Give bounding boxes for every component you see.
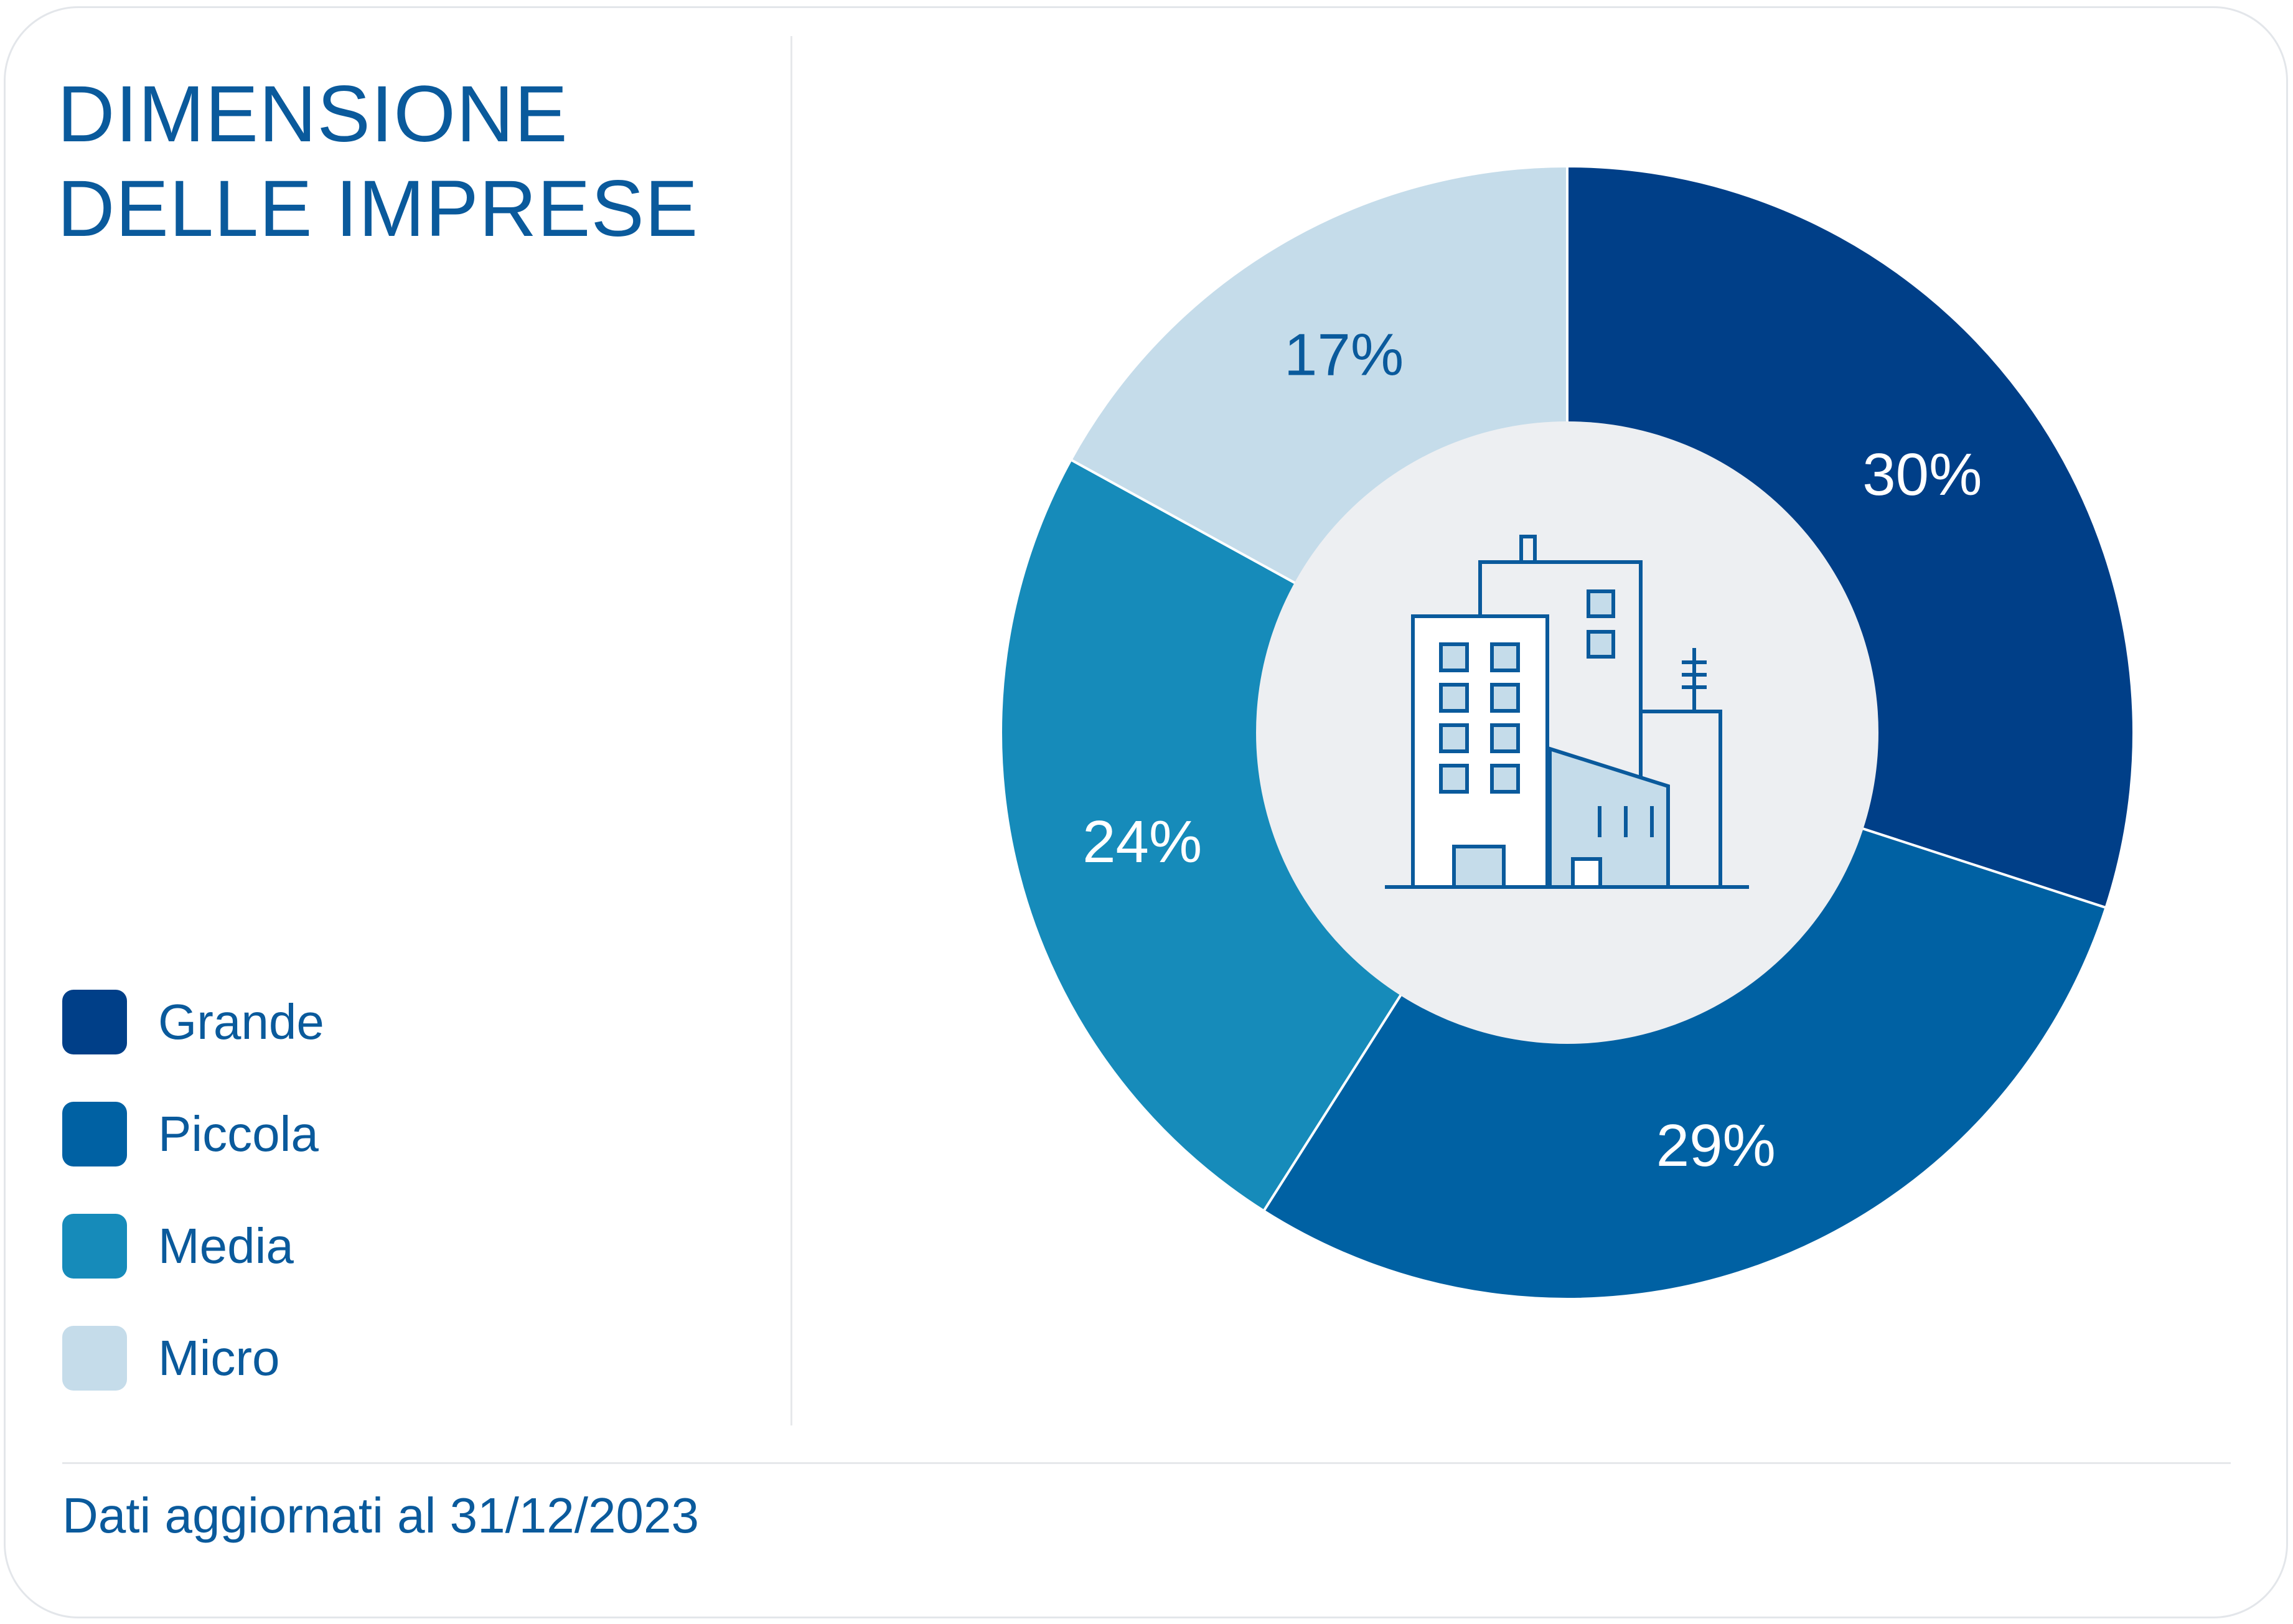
title-line-2: DELLE IMPRESE	[57, 164, 699, 253]
legend-item-micro: Micro	[62, 1326, 324, 1391]
legend-swatch-micro	[62, 1326, 127, 1391]
slice-label-media: 24%	[1082, 809, 1202, 875]
slice-label-micro: 17%	[1284, 322, 1404, 388]
title-line-1: DIMENSIONE	[57, 70, 568, 159]
office-buildings-icon	[1385, 535, 1749, 889]
legend-label-micro: Micro	[158, 1330, 280, 1386]
footer-note: Dati aggiornati al 31/12/2023	[62, 1488, 699, 1543]
legend-swatch-piccola	[62, 1102, 127, 1166]
legend-label-media: Media	[158, 1218, 294, 1274]
slice-labels: 30% 29% 24% 17%	[1082, 322, 1982, 1179]
legend-item-media: Media	[62, 1214, 324, 1279]
slice-label-piccola: 29%	[1656, 1112, 1776, 1179]
legend-item-piccola: Piccola	[62, 1102, 324, 1166]
legend: Grande Piccola Media Micro	[62, 990, 324, 1438]
legend-item-grande: Grande	[62, 990, 324, 1054]
legend-swatch-grande	[62, 990, 127, 1054]
slice-label-grande: 30%	[1862, 441, 1982, 508]
horizontal-divider	[62, 1462, 2231, 1464]
donut-center	[1256, 421, 1878, 1044]
vertical-divider	[790, 36, 792, 1425]
chart-title: DIMENSIONE DELLE IMPRESE	[57, 67, 698, 256]
legend-swatch-media	[62, 1214, 127, 1279]
legend-label-grande: Grande	[158, 994, 324, 1049]
legend-label-piccola: Piccola	[158, 1106, 319, 1162]
